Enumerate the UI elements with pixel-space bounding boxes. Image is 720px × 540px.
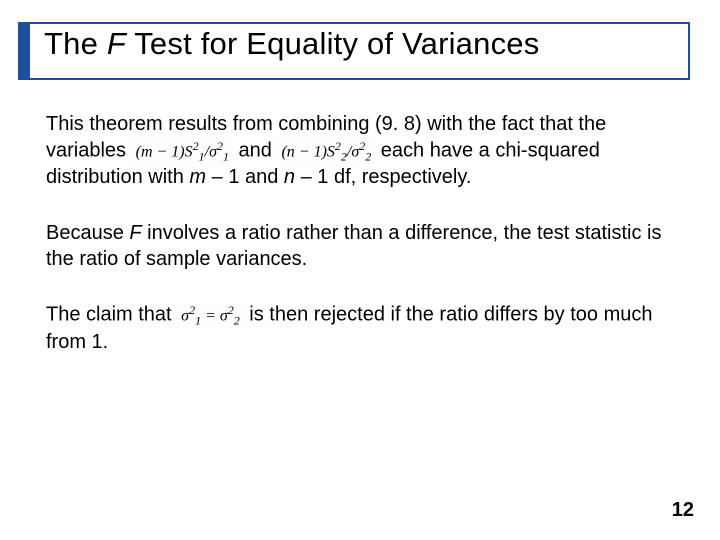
title-em: F [107, 26, 126, 61]
p1-n: n [284, 166, 295, 188]
p1-text-mid: and [233, 139, 277, 161]
title-prefix: The [44, 26, 107, 61]
paragraph-1: This theorem results from combining (9. … [46, 112, 662, 191]
p3-formula: σ21 = σ22 [177, 302, 244, 330]
title-accent [18, 22, 30, 80]
p1-text-d: – 1 df, respectively. [295, 166, 471, 188]
p2-text-a: Because [46, 222, 129, 244]
p1-text-c: – 1 and [206, 166, 284, 188]
p3-text-a: The claim that [46, 304, 177, 326]
paragraph-3: The claim that σ21 = σ22 is then rejecte… [46, 302, 662, 355]
p1-formula-1: (m − 1)S21/σ21 [132, 138, 233, 166]
p1-formula-2: (n − 1)S22/σ22 [277, 138, 375, 166]
title-rest: Test for Equality of Variances [126, 26, 539, 61]
p1-m: m [189, 166, 206, 188]
slide-title: The F Test for Equality of Variances [44, 26, 539, 62]
slide-container: The F Test for Equality of Variances Thi… [0, 0, 720, 540]
page-number: 12 [672, 499, 694, 522]
p2-F: F [129, 222, 141, 244]
paragraph-2: Because F involves a ratio rather than a… [46, 221, 662, 272]
body-region: This theorem results from combining (9. … [46, 112, 662, 386]
